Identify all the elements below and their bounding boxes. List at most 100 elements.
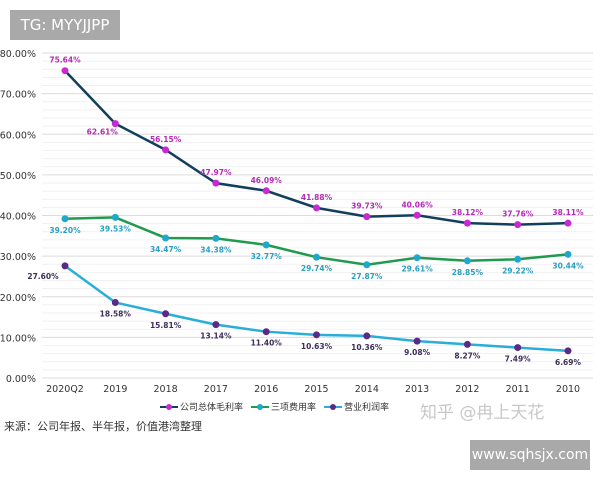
data-label: 10.63% xyxy=(301,342,333,351)
y-tick-label: 0.00% xyxy=(6,374,36,385)
data-point xyxy=(463,340,471,348)
x-tick-label: 2020Q2 xyxy=(46,384,84,395)
data-point xyxy=(463,257,471,265)
data-point xyxy=(262,241,270,249)
y-tick-label: 20.00% xyxy=(0,293,36,304)
legend-item: 三项费用率 xyxy=(251,400,316,413)
y-tick-label: 60.00% xyxy=(0,130,36,141)
data-label: 39.20% xyxy=(49,226,81,235)
data-label: 7.49% xyxy=(505,355,532,364)
data-point xyxy=(564,347,572,355)
data-label: 13.14% xyxy=(200,332,232,341)
data-point xyxy=(413,337,421,345)
legend-item: 公司总体毛利率 xyxy=(160,400,243,413)
data-label: 46.09% xyxy=(251,176,283,185)
x-tick-label: 2012 xyxy=(455,384,479,395)
y-tick-label: 80.00% xyxy=(0,49,36,60)
data-point xyxy=(162,310,170,318)
legend-label: 三项费用率 xyxy=(271,403,317,413)
legend: 公司总体毛利率 三项费用率 营业利润率 xyxy=(160,400,389,413)
x-tick-label: 2017 xyxy=(204,384,228,395)
data-point xyxy=(111,120,119,128)
data-label: 10.36% xyxy=(351,343,383,352)
data-label: 9.08% xyxy=(404,348,431,357)
data-point xyxy=(313,253,320,261)
x-tick-label: 2018 xyxy=(154,384,178,395)
y-tick-label: 70.00% xyxy=(0,90,36,101)
data-point xyxy=(111,213,119,221)
data-point xyxy=(363,213,371,221)
x-tick-label: 2014 xyxy=(355,384,379,395)
data-point xyxy=(61,67,69,75)
data-point xyxy=(313,204,320,212)
data-point xyxy=(162,146,170,154)
data-point xyxy=(262,328,270,336)
zhihu-watermark: 知乎 @冉上天花 xyxy=(420,403,545,423)
x-tick-label: 2013 xyxy=(405,384,429,395)
data-label: 8.27% xyxy=(454,351,481,360)
data-label: 29.74% xyxy=(301,264,333,273)
data-label: 30.44% xyxy=(552,261,584,270)
data-point xyxy=(162,234,170,242)
y-tick-label: 30.00% xyxy=(0,252,36,263)
data-point xyxy=(212,179,220,187)
data-label: 40.06% xyxy=(401,200,433,209)
x-tick-label: 2016 xyxy=(254,384,278,395)
data-label: 28.85% xyxy=(452,268,484,277)
data-label: 62.61% xyxy=(87,128,119,137)
data-label: 47.97% xyxy=(200,168,232,177)
data-point xyxy=(413,254,421,262)
data-point xyxy=(61,262,69,270)
watermark-top-left: TG: MYYJJPP xyxy=(10,10,120,40)
data-label: 75.64% xyxy=(49,56,81,65)
data-point xyxy=(514,344,522,352)
data-label: 39.73% xyxy=(351,202,383,211)
data-label: 29.61% xyxy=(401,265,433,274)
data-point xyxy=(564,219,572,227)
data-label: 6.69% xyxy=(555,358,582,367)
x-tick-label: 2019 xyxy=(103,384,127,395)
data-point xyxy=(463,219,471,227)
data-point xyxy=(514,255,522,263)
data-label: 34.38% xyxy=(200,245,232,254)
watermark-bottom-right: www.sqhsjx.com xyxy=(470,440,590,470)
data-point xyxy=(363,261,371,269)
x-tick-label: 2011 xyxy=(506,384,530,395)
data-label: 18.58% xyxy=(100,310,132,319)
y-tick-label: 40.00% xyxy=(0,212,36,223)
data-label: 38.12% xyxy=(452,208,484,217)
data-point xyxy=(564,250,572,258)
data-label: 56.15% xyxy=(150,135,182,144)
x-tick-label: 2015 xyxy=(304,384,328,395)
y-tick-label: 50.00% xyxy=(0,171,36,182)
data-point xyxy=(212,234,220,242)
data-label: 15.81% xyxy=(150,321,182,330)
data-point xyxy=(212,321,220,329)
data-point xyxy=(363,332,371,340)
data-point xyxy=(262,187,270,195)
legend-label: 公司总体毛利率 xyxy=(180,403,244,413)
data-point xyxy=(61,215,69,223)
data-label: 39.53% xyxy=(100,224,132,233)
legend-item: 营业利润率 xyxy=(324,400,389,413)
x-tick-label: 2010 xyxy=(556,384,580,395)
legend-swatch-1 xyxy=(251,403,270,410)
data-label: 27.60% xyxy=(27,272,59,281)
data-label: 11.40% xyxy=(251,339,283,348)
data-point xyxy=(413,211,421,219)
data-point xyxy=(514,221,522,229)
legend-swatch-0 xyxy=(160,403,178,410)
legend-label: 营业利润率 xyxy=(344,403,390,413)
data-label: 29.22% xyxy=(502,266,534,275)
data-label: 34.47% xyxy=(150,245,182,254)
source-note: 来源：公司年报、半年报，价值港湾整理 xyxy=(4,420,202,433)
data-label: 41.88% xyxy=(301,193,333,202)
data-point xyxy=(111,299,119,307)
data-point xyxy=(313,331,320,339)
legend-swatch-2 xyxy=(324,403,343,410)
data-label: 37.76% xyxy=(502,210,534,219)
y-tick-label: 10.00% xyxy=(0,333,36,344)
data-label: 32.77% xyxy=(251,252,283,261)
data-label: 27.87% xyxy=(351,272,383,281)
